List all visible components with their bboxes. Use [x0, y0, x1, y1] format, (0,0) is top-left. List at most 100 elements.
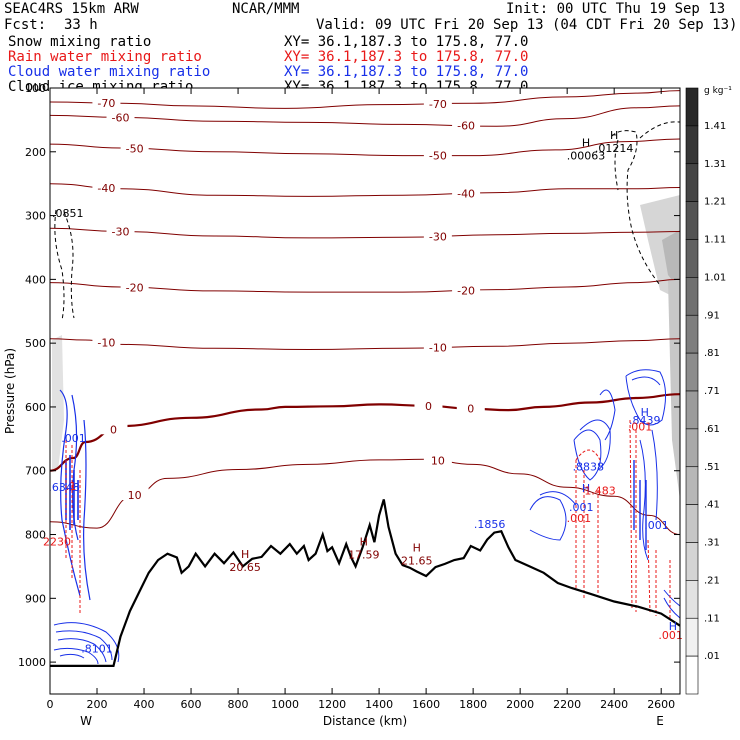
colorbar-swatch	[685, 277, 699, 316]
x-axis-title: Distance (km)	[323, 714, 407, 728]
colorbar-label: .71	[704, 386, 720, 397]
isotherm-label: -20	[126, 282, 144, 295]
colorbar-label: .91	[704, 310, 720, 321]
isotherm-label-bg	[452, 283, 481, 296]
colorbar-swatch	[685, 428, 699, 468]
field-name-cloud-water: Cloud water mixing ratio	[8, 64, 211, 80]
colorbar-label: .21	[704, 575, 720, 586]
isotherm-label-bg	[423, 96, 452, 109]
colorbar-swatch	[685, 617, 699, 657]
high-value-label: .01214	[595, 142, 634, 155]
colorbar-label: .51	[704, 462, 720, 473]
colorbar-swatch	[685, 580, 699, 619]
colorbar-swatch	[685, 352, 699, 392]
rain-label: .1	[66, 480, 77, 493]
cloud-water-high-marker: H	[641, 406, 649, 419]
high-marker: H	[360, 535, 368, 548]
isotherm-label-bg	[452, 118, 481, 131]
high-value-label: 21.65	[401, 555, 433, 568]
endpoint-west: W	[80, 714, 92, 728]
colorbar-swatch	[685, 655, 699, 695]
isotherm-label: -20	[457, 284, 475, 297]
y-tick-label: 1000	[18, 656, 46, 669]
colorbar-label: .31	[704, 538, 720, 549]
colorbar-swatch	[685, 314, 699, 354]
x-tick-label: 400	[134, 698, 155, 711]
colorbar-swatch	[685, 201, 699, 240]
cloud-water-label: .001	[569, 501, 594, 514]
valid-time: Valid: 09 UTC Fri 20 Sep 13 (04 CDT Fri …	[316, 17, 738, 33]
isotherm-label-bg	[106, 224, 135, 237]
rain-label: 1.483	[584, 484, 616, 497]
x-tick-label: 800	[228, 698, 249, 711]
y-axis-title: Pressure (hPa)	[3, 348, 17, 434]
x-tick-label: 2200	[553, 698, 581, 711]
axes: 0 200 400 600 800 1000 1200 1400 1600 1800 2000 220…	[18, 82, 680, 711]
isotherm-label-bg	[423, 229, 452, 242]
y-tick-label: 500	[25, 337, 46, 350]
colorbar-label: 1.31	[704, 159, 726, 170]
colorbar-swatch	[685, 542, 699, 581]
colorbar-swatch	[685, 466, 699, 505]
x-tick-label: 200	[87, 698, 108, 711]
isotherm-label-bg	[99, 422, 128, 435]
y-tick-label: 400	[25, 273, 46, 286]
colorbar-label: .11	[704, 613, 720, 624]
x-tick-label: 1400	[365, 698, 393, 711]
isotherm-line	[50, 105, 680, 127]
isotherm-label: -50	[429, 150, 447, 163]
high-value-label: 20.65	[229, 561, 261, 574]
colorbar-swatch	[685, 87, 699, 127]
rain-label: 2230	[43, 535, 71, 548]
cloud-water-label: .001	[644, 519, 669, 532]
high-value-label: 17.59	[348, 548, 380, 561]
isotherm-label-bg	[414, 398, 443, 411]
rain-label: .001	[628, 421, 653, 434]
isotherm-label: -60	[112, 111, 130, 124]
hydrometeor-contours	[53, 121, 680, 665]
isotherm-label-bg	[92, 335, 121, 348]
y-tick-label: 700	[25, 465, 46, 478]
isotherm-line	[50, 227, 680, 239]
cloud-water-label: .6348	[48, 481, 80, 494]
colorbar: 1.41 1.31 1.21 1.11 1.01 .91 .81 .71 .61 .51 .41 .3…	[685, 87, 726, 695]
isotherm-label-bg	[92, 180, 121, 193]
forecast-label: Fcst:	[4, 17, 47, 33]
high-marker: H	[610, 129, 618, 142]
x-tick-label: 600	[181, 698, 202, 711]
isotherm-label-bg	[120, 141, 149, 154]
cloud-water-label: .8101	[81, 643, 113, 656]
terrain-surface-line	[50, 499, 680, 667]
y-tick-label-top: 100	[25, 82, 46, 95]
isotherm-label: -40	[97, 182, 115, 195]
plot-area	[50, 88, 680, 694]
isotherm-label: -10	[97, 337, 115, 350]
colorbar-swatch	[685, 239, 699, 278]
cloud-ice-label: .0851	[52, 207, 84, 220]
colorbar-swatch	[685, 163, 699, 202]
colorbar-label: 1.11	[704, 235, 726, 246]
x-tick-label: 1000	[271, 698, 299, 711]
isotherm-label-bg	[106, 110, 135, 123]
isotherm-label: -10	[429, 342, 447, 355]
colorbar-swatch	[685, 125, 699, 165]
colorbar-label: 1.41	[704, 121, 726, 132]
isotherm-label: 0	[425, 400, 432, 413]
isotherm-label: 10	[128, 489, 142, 502]
isotherm-label: 0	[467, 403, 474, 416]
terrain-layer	[50, 499, 680, 667]
x-tick-label: 1800	[459, 698, 487, 711]
field-name-snow: Snow mixing ratio	[8, 34, 152, 50]
high-marker: H	[241, 548, 249, 561]
init-time: Init: 00 UTC Thu 19 Sep 13	[506, 1, 726, 17]
x-tick-label: 0	[47, 698, 54, 711]
isotherm-label: 10	[431, 455, 445, 468]
forecast-hours: 33 h	[64, 17, 98, 33]
y-tick-label: 600	[25, 401, 46, 414]
colorbar-swatch	[685, 504, 699, 543]
isotherm-label: -40	[457, 187, 475, 200]
isotherm-label: -30	[429, 230, 447, 243]
colorbar-label: .01	[704, 651, 720, 662]
cloud-water-high-marker: H	[582, 482, 590, 495]
